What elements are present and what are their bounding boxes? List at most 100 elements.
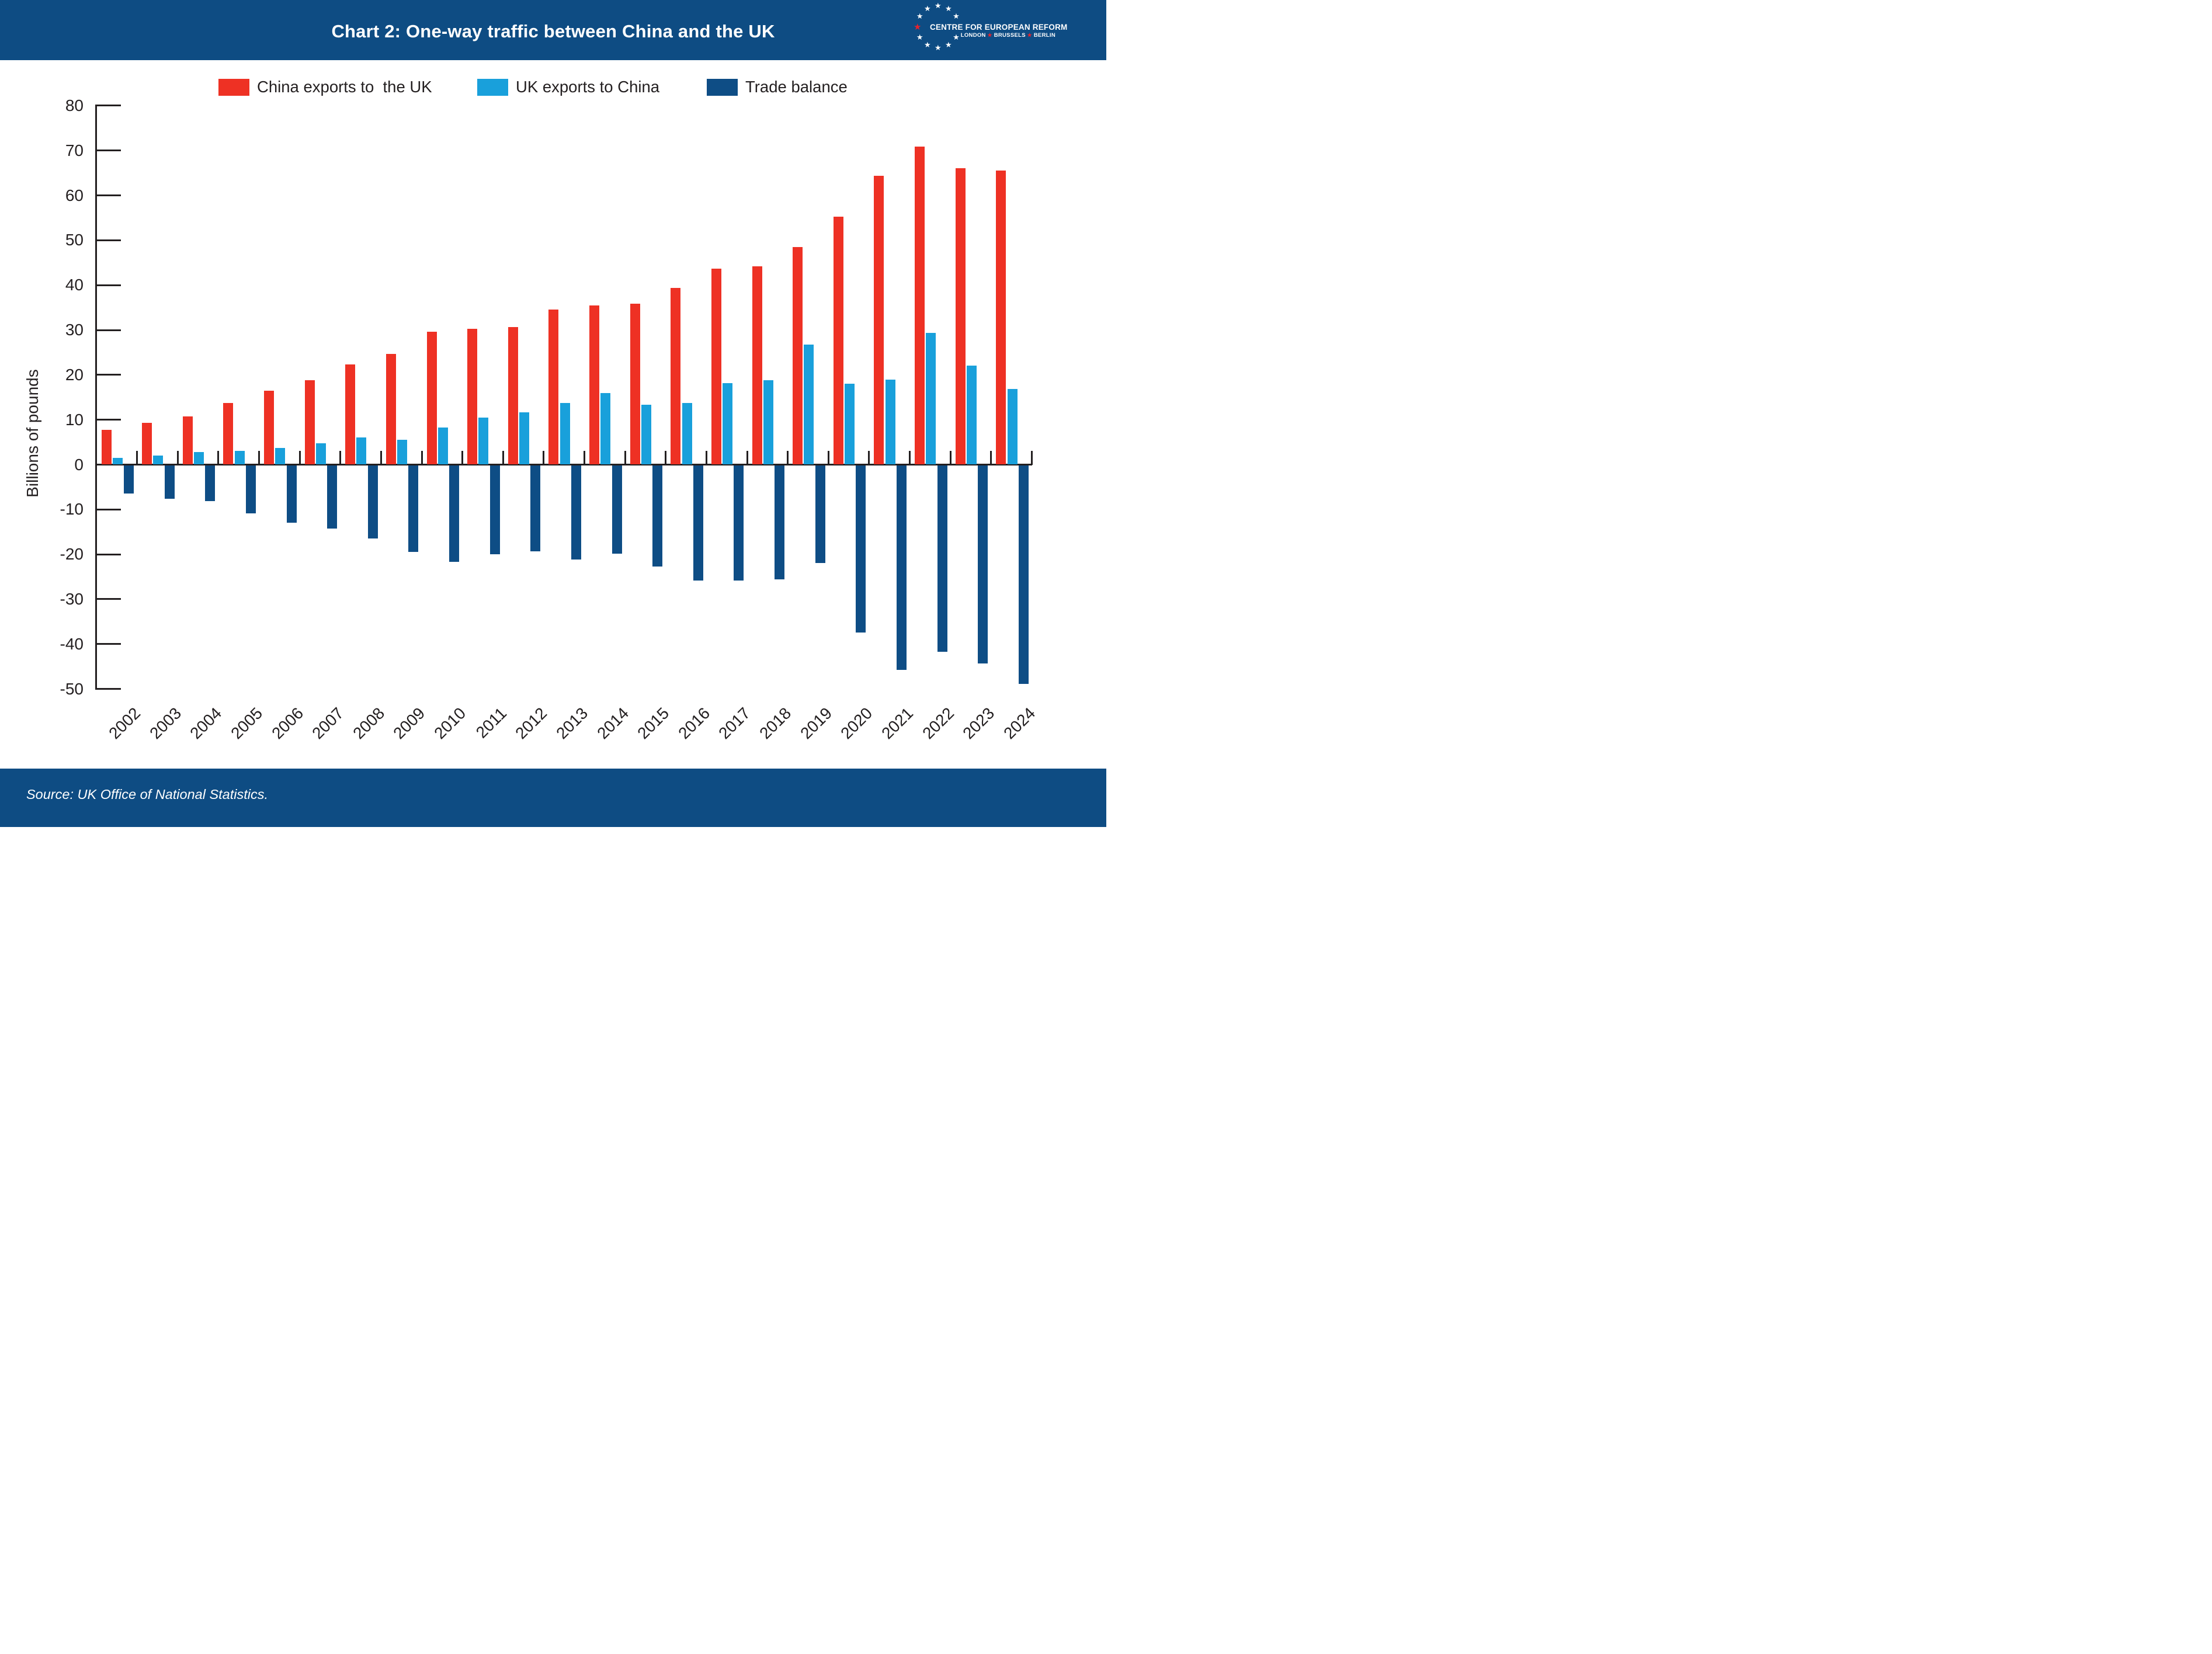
legend-item-uk-exports: UK exports to China	[477, 78, 659, 96]
bar-2009-trade-balance	[408, 465, 419, 552]
x-tick	[339, 450, 342, 465]
bar-2024-uk-exports	[1007, 389, 1018, 465]
bar-2024-china-exports	[996, 171, 1006, 465]
bar-2009-china-exports	[386, 353, 396, 465]
bar-2024-trade-balance	[1018, 465, 1029, 684]
x-tick	[176, 450, 179, 465]
logo-separator-star-icon: ★	[985, 32, 994, 38]
bar-2018-china-exports	[752, 266, 762, 465]
bar-2019-trade-balance	[815, 465, 825, 564]
x-tick	[909, 450, 911, 465]
x-tick	[827, 450, 829, 465]
y-tick-label: 50	[65, 231, 84, 249]
bar-2003-uk-exports	[153, 456, 164, 465]
x-tick	[421, 450, 423, 465]
bar-2008-china-exports	[345, 364, 356, 465]
x-tick	[665, 450, 667, 465]
logo-cities: LONDON ★ BRUSSELS ★ BERLIN	[960, 32, 1055, 39]
logo-white-star-icon: ★	[916, 33, 923, 41]
bar-2006-china-exports	[264, 390, 275, 465]
legend-item-trade-balance: Trade balance	[707, 78, 848, 96]
x-tick	[461, 450, 464, 465]
y-tick	[96, 329, 121, 331]
legend-swatch-uk-exports	[477, 78, 508, 96]
bar-2006-trade-balance	[286, 465, 297, 523]
y-tick-label: 20	[65, 365, 84, 384]
bar-2013-trade-balance	[571, 465, 581, 560]
bar-2007-uk-exports	[315, 443, 326, 465]
y-tick	[96, 688, 121, 690]
bar-2015-uk-exports	[641, 405, 651, 465]
y-tick	[96, 284, 121, 286]
bar-2007-china-exports	[304, 380, 315, 465]
y-tick	[96, 150, 121, 152]
x-tick	[298, 450, 301, 465]
bar-2023-trade-balance	[978, 465, 988, 663]
logo-white-star-icon: ★	[916, 12, 923, 20]
logo-white-star-icon: ★	[945, 40, 952, 50]
bar-2003-trade-balance	[164, 465, 175, 499]
bar-2019-uk-exports	[804, 345, 814, 465]
bar-2013-china-exports	[548, 309, 559, 465]
bar-2016-china-exports	[671, 287, 681, 465]
bar-2002-uk-exports	[112, 457, 123, 465]
bar-2023-uk-exports	[966, 366, 977, 465]
bar-2022-uk-exports	[926, 332, 936, 465]
bar-2021-trade-balance	[896, 465, 907, 670]
bar-2015-china-exports	[630, 304, 640, 465]
x-tick	[787, 450, 789, 465]
bar-2008-uk-exports	[356, 437, 367, 465]
bar-2005-china-exports	[223, 403, 234, 465]
bar-2003-china-exports	[142, 423, 152, 465]
bar-2020-uk-exports	[845, 384, 855, 465]
x-tick	[217, 450, 220, 465]
bar-2002-trade-balance	[124, 465, 134, 494]
logo-org-name: CENTRE FOR EUROPEAN REFORM	[930, 23, 1068, 32]
bar-2010-china-exports	[426, 332, 437, 465]
bar-2005-uk-exports	[234, 451, 245, 465]
bar-2004-trade-balance	[205, 465, 216, 501]
chart-plot-area: Billions of pounds 80 70 60 50 40 30 20 10 0 -10-…	[0, 0, 1106, 827]
bar-2011-trade-balance	[489, 465, 500, 555]
x-tick	[868, 450, 870, 465]
legend-swatch-china-exports	[218, 78, 249, 96]
y-tick-label: -50	[60, 679, 84, 698]
y-tick	[96, 553, 121, 555]
bar-2011-china-exports	[467, 328, 478, 465]
bar-2006-uk-exports	[275, 448, 286, 465]
y-tick	[96, 374, 121, 376]
y-tick	[96, 194, 121, 197]
logo-white-star-icon: ★	[945, 4, 952, 13]
y-tick-label: -10	[60, 500, 84, 519]
bar-2012-uk-exports	[519, 412, 529, 465]
logo-white-star-icon: ★	[924, 4, 931, 13]
y-tick	[96, 239, 121, 241]
logo-white-star-icon: ★	[924, 40, 931, 50]
y-tick-label: 60	[65, 186, 84, 204]
title-bar: Chart 2: One-way traffic between China a…	[0, 0, 1106, 60]
logo-white-star-icon: ★	[935, 43, 942, 52]
y-tick-label: -30	[60, 589, 84, 608]
bar-2016-trade-balance	[693, 465, 703, 581]
bar-2021-uk-exports	[885, 380, 895, 465]
y-tick-label: 40	[65, 276, 84, 294]
chart-title: Chart 2: One-way traffic between China a…	[331, 21, 775, 41]
legend-item-china-exports: China exports to the UK	[218, 78, 432, 96]
logo-separator-star-icon: ★	[1025, 32, 1034, 38]
bar-2014-uk-exports	[600, 393, 611, 465]
logo-white-star-icon: ★	[953, 33, 960, 41]
bar-2018-trade-balance	[775, 465, 785, 580]
footer-bar: Source: UK Office of National Statistics…	[0, 769, 1106, 827]
x-tick	[380, 450, 382, 465]
bar-2014-china-exports	[589, 305, 600, 465]
cer-logo: ★ ★ ★ ★ ★ ★ ★ ★ ★ ★ ★ CENTRE FOR EUROPEAN REFORM L…	[914, 0, 1092, 60]
bar-2020-trade-balance	[856, 465, 866, 633]
bar-2017-china-exports	[711, 268, 721, 465]
bar-2009-uk-exports	[397, 440, 408, 465]
legend-swatch-trade-balance	[707, 78, 738, 96]
x-tick	[502, 450, 504, 465]
bar-2022-trade-balance	[937, 465, 947, 652]
y-tick-label: -40	[60, 634, 84, 653]
y-tick	[96, 105, 121, 107]
x-tick	[990, 450, 992, 465]
